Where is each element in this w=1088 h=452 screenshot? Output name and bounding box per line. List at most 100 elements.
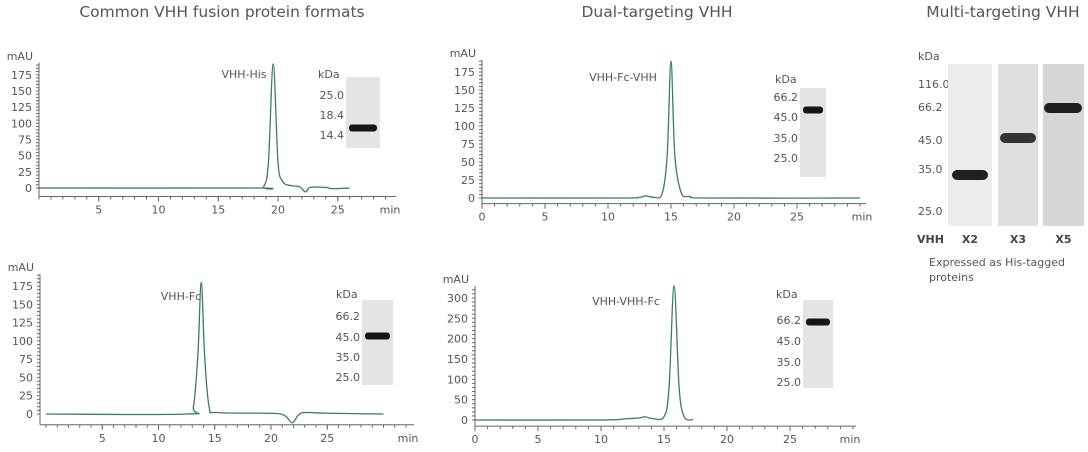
y-tick-label: 150	[447, 353, 468, 366]
x-tick-label: 5	[535, 433, 542, 446]
gel-lane	[803, 300, 833, 388]
gel-lane	[800, 88, 826, 177]
lane-label: X3	[1010, 233, 1026, 246]
y-tick-label: 100	[11, 117, 32, 130]
marker-label: 45.0	[336, 331, 361, 344]
y-tick-label: 50	[18, 150, 32, 163]
chromatogram-3: 5 10 15 20 25 0 25 50 75 100 125 150 175 mAU min VHH-Fc…	[8, 261, 419, 445]
y-tick-label: 300	[447, 292, 468, 305]
x-axis-label: min	[380, 203, 401, 216]
x-tick-label: 15	[208, 432, 222, 445]
protein-band	[1000, 133, 1036, 143]
x-tick-label: 5	[542, 211, 549, 224]
chromatogram-trace	[45, 281, 384, 424]
y-tick-label: 0	[26, 408, 33, 421]
marker-label: 66.2	[777, 314, 802, 327]
x-tick-label: 20	[720, 433, 734, 446]
marker-label: 18.4	[320, 109, 345, 122]
marker-label: 25.0	[320, 89, 345, 102]
x-tick-label: 15	[211, 203, 225, 216]
marker-label: 116.0	[918, 78, 950, 91]
caption-line: proteins	[929, 271, 974, 284]
multi-targeting-gel: kDa 116.0 66.2 45.0 35.0 25.0 X2 X3 X5 VHH Express…	[917, 50, 1084, 284]
chromatogram-2: 0 5 10 15 20 25 0 25 50 75 100 125 150 175 mAU min VHH-F…	[450, 47, 873, 224]
marker-label: 35.0	[777, 356, 802, 369]
gel-inset: kDa 66.2 45.0 35.0 25.0	[776, 288, 833, 389]
x-tick-label: 10	[152, 432, 166, 445]
lane-label: X2	[962, 233, 978, 246]
y-tick-label: 125	[12, 317, 33, 330]
kda-label: kDa	[336, 288, 358, 301]
y-tick-label: 0	[468, 192, 475, 205]
title-dual-targeting: Dual-targeting VHH	[581, 3, 732, 21]
row-label: VHH	[917, 233, 944, 246]
y-tick-label: 75	[461, 138, 475, 151]
marker-label: 45.0	[918, 134, 943, 147]
kda-label: kDa	[776, 288, 798, 301]
y-tick-label: 175	[11, 69, 32, 82]
x-axis-label: min	[398, 432, 419, 445]
y-axis-label: mAU	[8, 261, 34, 274]
chromatogram-4: 0 5 10 15 20 25050100150200250300mAUminVHH-VH…	[443, 273, 861, 446]
marker-label: 25.0	[336, 371, 361, 384]
x-tick-label: 20	[727, 211, 741, 224]
marker-label: 45.0	[774, 111, 799, 124]
y-tick-label: 150	[11, 85, 32, 98]
y-axis-label: mAU	[450, 47, 476, 60]
y-tick-label: 150	[12, 298, 33, 311]
x-tick-label: 10	[601, 211, 615, 224]
x-axis-label: min	[852, 211, 873, 224]
y-tick-label: 250	[447, 312, 468, 325]
y-tick-label: 150	[454, 84, 475, 97]
y-axis-label: mAU	[443, 273, 469, 286]
peak-annotation: VHH-His	[221, 68, 266, 81]
gel-lane	[346, 77, 380, 148]
x-tick-label: 15	[657, 433, 671, 446]
marker-label: 25.0	[777, 376, 802, 389]
x-tick-label: 15	[664, 211, 678, 224]
y-tick-label: 100	[447, 373, 468, 386]
peak-annotation: VHH-Fc-VHH	[589, 71, 657, 84]
title-multi-targeting: Multi-targeting VHH	[926, 3, 1079, 21]
y-tick-label: 0	[461, 414, 468, 427]
marker-label: 66.2	[336, 310, 361, 323]
chromatogram-trace	[481, 60, 861, 199]
x-tick-label: 20	[271, 203, 285, 216]
y-tick-label: 125	[11, 101, 32, 114]
x-tick-label: 0	[479, 211, 486, 224]
chromatogram-1: 5 10 15 20 25 0 25 50 75 100 125 150 175 mAU min VHH-Hi…	[7, 50, 401, 217]
y-tick-label: 200	[447, 333, 468, 346]
marker-label: 25.0	[918, 205, 943, 218]
kda-label: kDa	[918, 50, 940, 63]
x-tick-label: 0	[472, 433, 479, 446]
peak-annotation: VHH-VHH-Fc	[592, 295, 660, 308]
y-tick-label: 0	[25, 182, 32, 195]
x-tick-label: 25	[790, 211, 804, 224]
y-tick-label: 125	[454, 102, 475, 115]
y-tick-label: 50	[461, 156, 475, 169]
y-axis-label: mAU	[7, 50, 33, 63]
y-tick-label: 25	[461, 174, 475, 187]
gel-lane-x3	[998, 64, 1038, 226]
protein-band	[803, 106, 823, 114]
gel-lane-x5	[1043, 64, 1084, 226]
y-tick-label: 25	[18, 166, 32, 179]
gel-inset: kDa 66.2 45.0 35.0 25.0	[774, 73, 826, 177]
protein-band	[365, 332, 390, 340]
marker-label: 66.2	[774, 91, 799, 104]
chromatogram-trace	[38, 63, 350, 193]
y-tick-label: 175	[12, 280, 33, 293]
caption-line: Expressed as His-tagged	[929, 256, 1065, 269]
x-tick-label: 25	[783, 433, 797, 446]
y-tick-label: 100	[454, 120, 475, 133]
x-tick-label: 10	[594, 433, 608, 446]
y-tick-label: 50	[19, 371, 33, 384]
y-tick-label: 75	[18, 133, 32, 146]
x-tick-label: 25	[320, 432, 334, 445]
x-tick-label: 10	[152, 203, 166, 216]
kda-label: kDa	[318, 68, 340, 81]
y-tick-label: 25	[19, 390, 33, 403]
marker-label: 14.4	[320, 129, 345, 142]
title-common-formats: Common VHH fusion protein formats	[79, 3, 364, 21]
chromatogram-trace	[474, 285, 694, 421]
